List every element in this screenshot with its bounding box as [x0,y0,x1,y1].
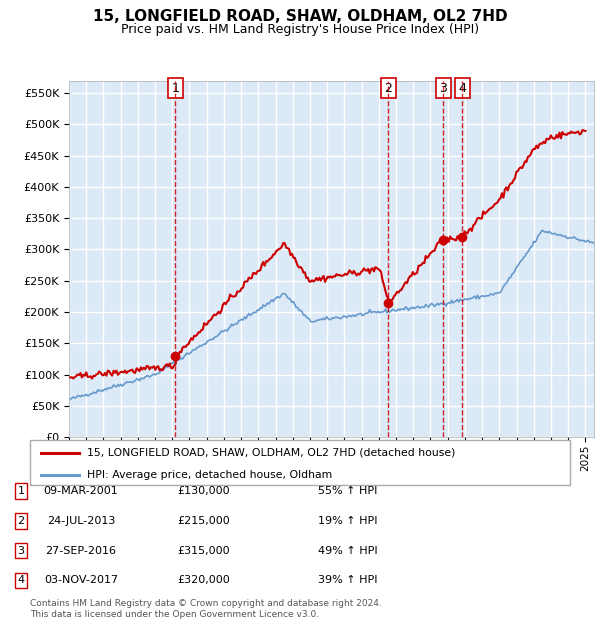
Text: HPI: Average price, detached house, Oldham: HPI: Average price, detached house, Oldh… [86,470,332,480]
Text: Contains HM Land Registry data © Crown copyright and database right 2024.
This d: Contains HM Land Registry data © Crown c… [30,600,382,619]
Text: 55% ↑ HPI: 55% ↑ HPI [319,486,377,496]
Text: 24-JUL-2013: 24-JUL-2013 [47,516,115,526]
Text: 03-NOV-2017: 03-NOV-2017 [44,575,118,585]
Text: 2: 2 [385,82,392,95]
Text: 19% ↑ HPI: 19% ↑ HPI [318,516,378,526]
Text: Price paid vs. HM Land Registry's House Price Index (HPI): Price paid vs. HM Land Registry's House … [121,23,479,36]
Text: 15, LONGFIELD ROAD, SHAW, OLDHAM, OL2 7HD: 15, LONGFIELD ROAD, SHAW, OLDHAM, OL2 7H… [92,9,508,24]
Text: 27-SEP-2016: 27-SEP-2016 [46,546,116,556]
Text: 09-MAR-2001: 09-MAR-2001 [44,486,118,496]
Text: 1: 1 [172,82,179,95]
Text: 3: 3 [439,82,447,95]
Text: £320,000: £320,000 [178,575,230,585]
Text: £215,000: £215,000 [178,516,230,526]
Text: £130,000: £130,000 [178,486,230,496]
Text: 49% ↑ HPI: 49% ↑ HPI [318,546,378,556]
Text: £315,000: £315,000 [178,546,230,556]
Text: 1: 1 [17,486,25,496]
Text: 39% ↑ HPI: 39% ↑ HPI [318,575,378,585]
Text: 2: 2 [17,516,25,526]
FancyBboxPatch shape [30,440,570,485]
Text: 3: 3 [17,546,25,556]
Text: 4: 4 [17,575,25,585]
Text: 15, LONGFIELD ROAD, SHAW, OLDHAM, OL2 7HD (detached house): 15, LONGFIELD ROAD, SHAW, OLDHAM, OL2 7H… [86,448,455,458]
Text: 4: 4 [458,82,466,95]
